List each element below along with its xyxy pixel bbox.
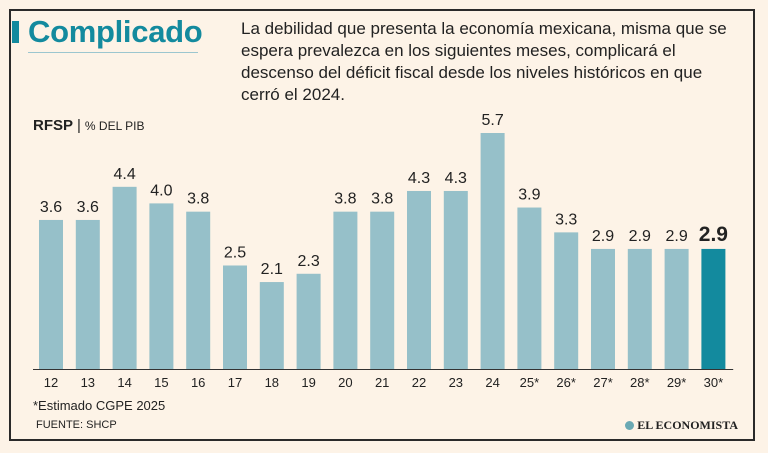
- bar: [517, 207, 542, 369]
- x-tick-label: 27*: [593, 375, 613, 390]
- bar-value-label: 3.9: [518, 187, 540, 204]
- bar-value-label: 3.3: [555, 211, 577, 228]
- x-tick-label: 28*: [630, 375, 650, 390]
- bar-value-label: 2.1: [261, 261, 283, 278]
- bar: [664, 248, 689, 369]
- bar: [443, 190, 468, 369]
- source-note: FUENTE: SHCP: [36, 419, 117, 431]
- bar-value-label: 3.8: [187, 191, 209, 208]
- x-tick-label: 29*: [667, 375, 687, 390]
- page-title: Complicado: [28, 14, 203, 49]
- brand-logo: EL ECONOMISTA: [625, 418, 738, 433]
- title-underline: [28, 52, 198, 53]
- bar: [554, 232, 579, 369]
- brand-name: EL ECONOMISTA: [637, 418, 738, 432]
- bar-value-label: 3.8: [371, 191, 393, 208]
- bar: [39, 219, 63, 369]
- bar: [296, 273, 321, 369]
- brand-icon: [625, 421, 635, 430]
- x-tick-label: 20: [338, 375, 352, 390]
- bar-value-label: 5.7: [481, 112, 503, 129]
- bar-value-label: 2.9: [629, 228, 651, 245]
- subtitle: La debilidad que presenta la economía me…: [241, 19, 727, 104]
- title-accent-bar: [12, 21, 19, 43]
- bar: [75, 219, 100, 369]
- x-tick-label: 25*: [520, 375, 540, 390]
- bar-value-label: 4.4: [113, 166, 135, 183]
- chart-label-name: RFSP: [33, 117, 74, 134]
- bar: [333, 211, 358, 369]
- x-tick-label: 30*: [704, 375, 724, 390]
- chart-label-separator: |: [77, 117, 81, 134]
- bar: [259, 282, 284, 369]
- x-tick-label: 18: [265, 375, 279, 390]
- footnote: *Estimado CGPE 2025: [33, 398, 166, 413]
- bar: [149, 203, 174, 369]
- x-tick-label: 15: [154, 375, 168, 390]
- chart-label-unit: % DEL PIB: [84, 119, 145, 133]
- chart-label: RFSP |% DEL PIB: [33, 117, 145, 134]
- bar-value-label: 3.6: [77, 199, 99, 216]
- x-tick-label: 19: [301, 375, 315, 390]
- bar-value-label: 2.9: [592, 228, 614, 245]
- x-tick-label: 26*: [556, 375, 576, 390]
- bar-value-label: 2.5: [224, 244, 246, 261]
- bar: [701, 248, 726, 369]
- bar-value-label: 2.3: [297, 253, 319, 270]
- bar: [591, 248, 615, 369]
- bar-value-label: 4.3: [408, 170, 430, 187]
- bar-value-label: 4.0: [150, 182, 172, 199]
- bar: [186, 211, 211, 369]
- bar: [480, 133, 505, 369]
- bar-value-label: 3.6: [40, 199, 62, 216]
- bar: [112, 186, 137, 369]
- bar: [223, 265, 247, 369]
- bar: [370, 211, 395, 369]
- bar-value-label: 3.8: [334, 191, 356, 208]
- x-tick-label: 12: [44, 375, 58, 390]
- x-tick-label: 16: [191, 375, 205, 390]
- x-tick-label: 14: [117, 375, 131, 390]
- x-tick-label: 13: [81, 375, 95, 390]
- bar-value-label: 4.3: [445, 170, 467, 187]
- x-tick-label: 24: [485, 375, 499, 390]
- x-tick-label: 22: [412, 375, 426, 390]
- x-tick-label: 21: [375, 375, 389, 390]
- x-tick-label: 23: [449, 375, 463, 390]
- bar: [627, 248, 652, 369]
- bar-value-label: 2.9: [699, 223, 728, 246]
- infographic-frame: [9, 9, 755, 441]
- x-tick-label: 17: [228, 375, 242, 390]
- bar-value-label: 2.9: [665, 228, 687, 245]
- bar: [407, 190, 431, 369]
